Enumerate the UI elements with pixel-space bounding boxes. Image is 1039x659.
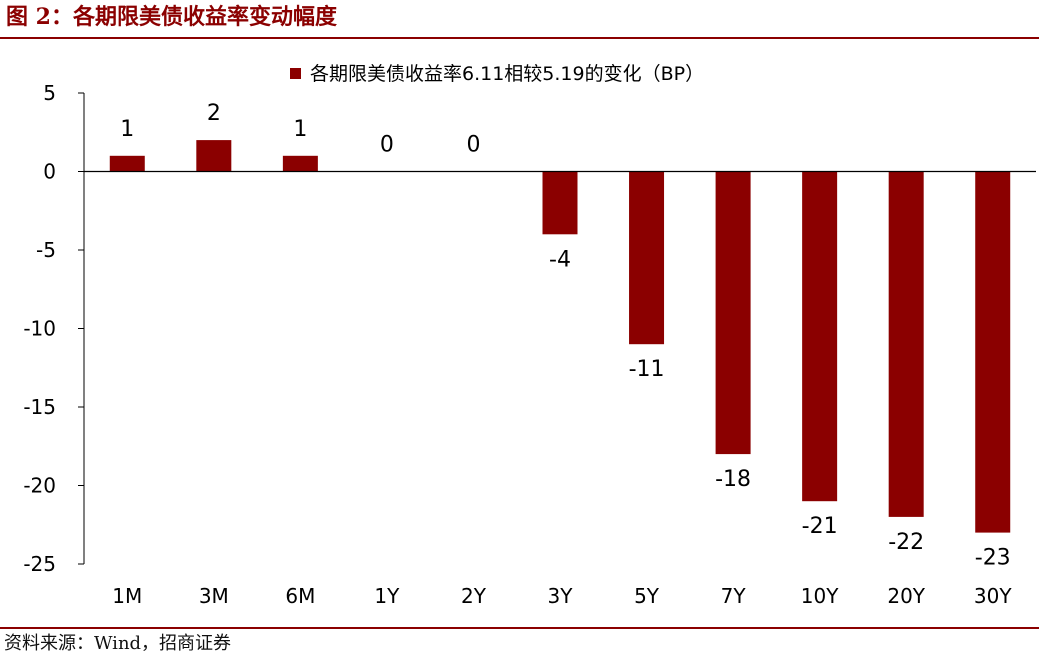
x-tick-label: 10Y	[801, 584, 839, 608]
y-tick-label: -25	[23, 552, 56, 576]
y-tick-label: -20	[23, 474, 56, 498]
legend-label: 各期限美债收益率6.11相较5.19的变化（BP）	[310, 63, 704, 85]
data-label: -23	[975, 546, 1011, 571]
data-label: 1	[120, 117, 134, 142]
x-tick-label: 6M	[285, 584, 315, 608]
y-tick-label: -15	[23, 395, 56, 419]
data-label: -21	[802, 514, 838, 539]
legend-swatch	[290, 68, 301, 79]
bar-1m	[109, 155, 145, 172]
bar-series	[109, 140, 1011, 533]
bar-7y	[715, 171, 751, 455]
title-divider	[0, 37, 1039, 39]
x-tick-label: 3Y	[548, 584, 574, 608]
bar-3y	[542, 171, 578, 235]
data-label: 0	[466, 133, 480, 158]
x-tick-label: 20Y	[887, 584, 925, 608]
y-tick-label: -10	[23, 317, 56, 341]
source-note: 资料来源：Wind，招商证券	[4, 633, 232, 654]
x-tick-label: 7Y	[721, 584, 747, 608]
x-axis-labels: 1M 3M 6M 1Y 2Y 3Y 5Y 7Y 10Y 20Y 30Y	[112, 584, 1012, 608]
x-tick-label: 1Y	[374, 584, 400, 608]
bar-20y	[888, 171, 924, 517]
y-tick-label: 0	[43, 160, 56, 184]
y-tick-label: -5	[36, 238, 56, 262]
x-tick-label: 3M	[199, 584, 229, 608]
bar-chart: 各期限美债收益率6.11相较5.19的变化（BP） 5 0 -5 -10 -15 -20 -…	[23, 63, 1036, 608]
data-label: -11	[629, 357, 665, 382]
source-divider	[0, 627, 1039, 629]
bar-3m	[196, 140, 232, 172]
data-label: -18	[715, 467, 751, 492]
data-label: 1	[293, 117, 307, 142]
bar-5y	[629, 171, 665, 345]
data-label: -4	[549, 247, 571, 272]
chart-legend: 各期限美债收益率6.11相较5.19的变化（BP）	[290, 63, 704, 85]
bar-6m	[282, 155, 318, 172]
y-axis: 5 0 -5 -10 -15 -20 -25	[23, 81, 85, 576]
data-label: 2	[207, 101, 221, 126]
data-labels: 1 2 1 0 0 -4 -11 -18 -21 -22 -23	[120, 101, 1010, 570]
x-tick-label: 2Y	[461, 584, 487, 608]
x-tick-label: 1M	[112, 584, 142, 608]
figure-title: 图 2：各期限美债收益率变动幅度	[6, 4, 337, 30]
bar-30y	[975, 171, 1011, 533]
data-label: -22	[888, 530, 924, 555]
y-tick-label: 5	[43, 81, 56, 105]
x-tick-label: 5Y	[634, 584, 660, 608]
bar-10y	[802, 171, 838, 502]
x-tick-label: 30Y	[974, 584, 1012, 608]
data-label: 0	[380, 133, 394, 158]
